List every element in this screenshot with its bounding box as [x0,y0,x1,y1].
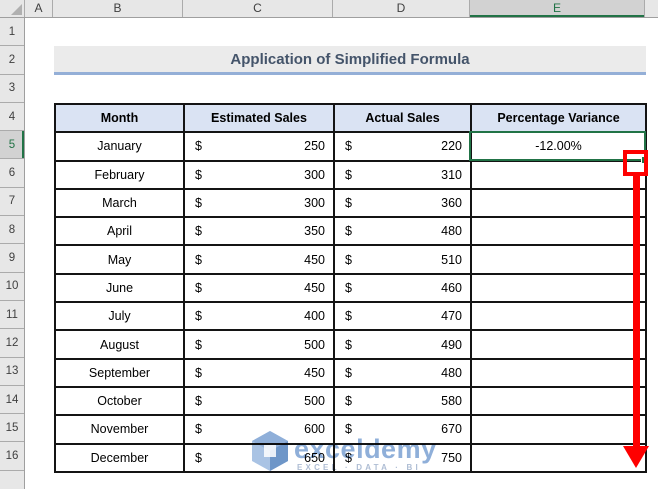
drag-down-arrow-head [623,446,649,468]
select-all-corner[interactable] [0,0,25,17]
cell-percentage-variance[interactable] [471,245,646,274]
worksheet-title-cell[interactable]: Application of Simplified Formula [54,46,646,75]
column-header-D[interactable]: D [333,0,470,17]
cell-actual-sales[interactable]: $460 [334,273,471,303]
cell-estimated-sales[interactable]: $500 [184,330,334,359]
row-header-6[interactable]: 6 [0,159,24,188]
cell-estimated-sales[interactable]: $600 [184,415,334,444]
cell-month[interactable]: February [55,160,184,189]
cell-actual-sales[interactable]: $510 [334,245,471,274]
cell-actual-sales[interactable]: $750 [334,443,471,472]
cell-month[interactable]: October [55,386,184,416]
column-header-C[interactable]: C [183,0,333,17]
cell-percentage-variance[interactable] [471,188,646,218]
cell-actual-sales[interactable]: $220 [334,132,471,161]
cell-month[interactable]: June [55,273,184,303]
cell-month[interactable]: May [55,245,184,274]
cell-percentage-variance[interactable] [471,415,646,444]
drag-down-arrow-shaft [633,176,640,446]
cell-estimated-sales[interactable]: $450 [184,358,334,387]
cell-estimated-sales[interactable]: $500 [184,386,334,416]
cell-actual-sales[interactable]: $470 [334,302,471,331]
cell-estimated-sales[interactable]: $450 [184,273,334,303]
cell-percentage-variance[interactable] [471,302,646,331]
cell-actual-sales[interactable]: $580 [334,386,471,416]
cell-percentage-variance[interactable] [471,273,646,303]
row-header-5[interactable]: 5 [0,131,24,160]
cell-month[interactable]: December [55,443,184,472]
cell-actual-sales[interactable]: $360 [334,188,471,218]
cell-percentage-variance[interactable] [471,386,646,416]
cell-percentage-variance[interactable] [471,217,646,246]
row-header-13[interactable]: 13 [0,358,24,386]
fill-handle-highlight-box [623,150,648,176]
cell-actual-sales[interactable]: $480 [334,217,471,246]
row-header-10[interactable]: 10 [0,273,24,301]
row-header-15[interactable]: 15 [0,414,24,443]
table-header-month[interactable]: Month [55,104,184,133]
row-header-2[interactable]: 2 [0,46,24,75]
table-header-estimated-sales[interactable]: Estimated Sales [184,104,334,133]
cell-month[interactable]: September [55,358,184,387]
cell-month[interactable]: August [55,330,184,359]
data-table: Month Estimated Sales Actual Sales Percenta… [54,103,647,473]
row-header-1[interactable]: 1 [0,18,24,47]
row-header-4[interactable]: 4 [0,103,24,132]
cell-percentage-variance[interactable] [471,160,646,189]
column-header-B[interactable]: B [53,0,183,17]
cell-estimated-sales[interactable]: $300 [184,188,334,218]
row-header-11[interactable]: 11 [0,301,24,330]
cell-percentage-variance[interactable] [471,443,646,472]
row-header-3[interactable]: 3 [0,75,24,103]
row-header-9[interactable]: 9 [0,244,24,273]
table-header-actual-sales[interactable]: Actual Sales [334,104,471,133]
cell-month[interactable]: March [55,188,184,218]
cell-month[interactable]: November [55,415,184,444]
column-header-A[interactable]: A [25,0,53,17]
row-header-7[interactable]: 7 [0,188,24,217]
cell-estimated-sales[interactable]: $400 [184,302,334,331]
cell-actual-sales[interactable]: $670 [334,415,471,444]
cell-estimated-sales[interactable]: $250 [184,132,334,161]
row-header-8[interactable]: 8 [0,216,24,245]
row-header-12[interactable]: 12 [0,329,24,358]
cell-month[interactable]: January [55,132,184,161]
cell-percentage-variance[interactable] [471,330,646,359]
cell-percentage-variance[interactable] [471,358,646,387]
worksheet-title: Application of Simplified Formula [230,50,470,68]
cell-estimated-sales[interactable]: $450 [184,245,334,274]
column-header-E[interactable]: E [470,0,645,17]
table-header-percentage-variance[interactable]: Percentage Variance [471,104,646,133]
row-header-14[interactable]: 14 [0,386,24,415]
cell-month[interactable]: July [55,302,184,331]
cell-estimated-sales[interactable]: $350 [184,217,334,246]
cell-estimated-sales[interactable]: $300 [184,160,334,189]
cell-percentage-variance[interactable]: -12.00% [471,132,646,161]
column-header-filler [645,0,658,17]
sheet-content: Application of Simplified Formula Month E… [25,18,658,489]
row-header-16[interactable]: 16 [0,442,24,471]
cell-actual-sales[interactable]: $310 [334,160,471,189]
cell-estimated-sales[interactable]: $650 [184,443,334,472]
cell-month[interactable]: April [55,217,184,246]
cell-actual-sales[interactable]: $490 [334,330,471,359]
row-header-strip: 1 2 3 4 5 6 7 8 9 10 11 12 13 14 15 16 [0,18,25,489]
cell-actual-sales[interactable]: $480 [334,358,471,387]
